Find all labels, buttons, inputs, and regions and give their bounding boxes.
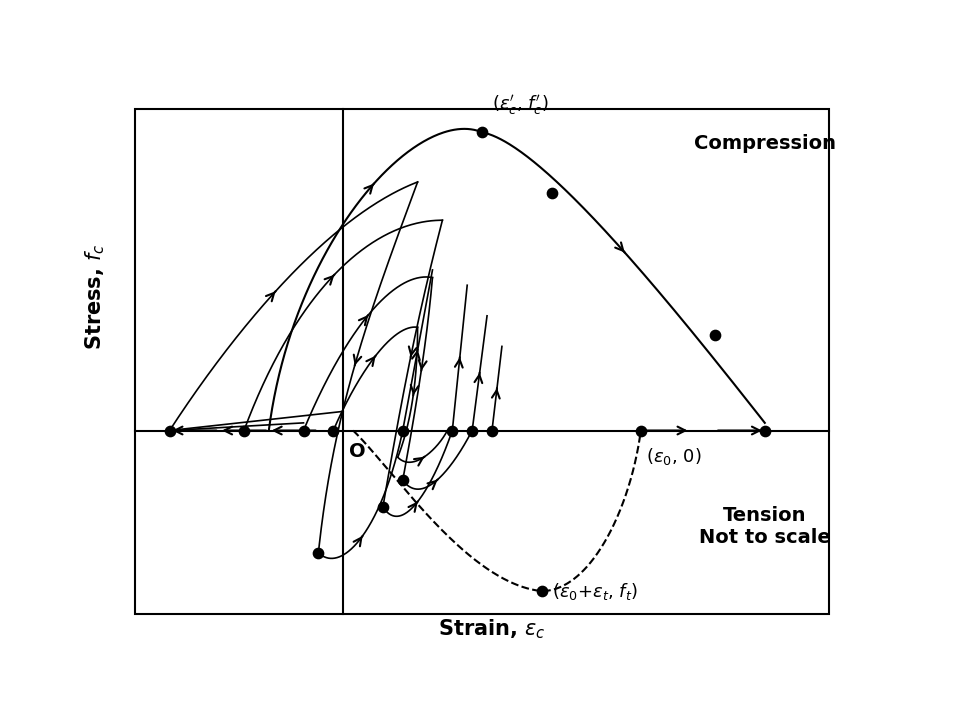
Point <box>296 425 311 436</box>
Point <box>236 425 252 436</box>
Text: Tension
Not to scale: Tension Not to scale <box>699 505 830 546</box>
Text: Strain, $\varepsilon_c$: Strain, $\varepsilon_c$ <box>438 618 546 641</box>
Text: Compression: Compression <box>694 134 836 153</box>
Point <box>757 425 773 436</box>
Point <box>708 329 723 341</box>
Text: Stress, $f_c$: Stress, $f_c$ <box>84 243 107 350</box>
Text: O: O <box>349 442 366 461</box>
Point <box>396 425 411 436</box>
Point <box>444 425 460 436</box>
Point <box>325 425 341 436</box>
Point <box>311 547 326 559</box>
Point <box>534 585 549 597</box>
Point <box>634 425 649 436</box>
Point <box>375 501 391 513</box>
Text: ($\varepsilon_c^{\prime}$, $f_c^{\prime}$): ($\varepsilon_c^{\prime}$, $f_c^{\prime}… <box>492 93 549 117</box>
Point <box>162 425 178 436</box>
Text: ($\varepsilon_0$, 0): ($\varepsilon_0$, 0) <box>646 446 702 467</box>
Point <box>484 425 499 436</box>
Text: ($\varepsilon_0$+$\varepsilon_t$, $f_t$): ($\varepsilon_0$+$\varepsilon_t$, $f_t$) <box>551 580 637 602</box>
Point <box>543 188 559 199</box>
Point <box>474 127 490 138</box>
Point <box>465 425 480 436</box>
Point <box>396 474 411 486</box>
